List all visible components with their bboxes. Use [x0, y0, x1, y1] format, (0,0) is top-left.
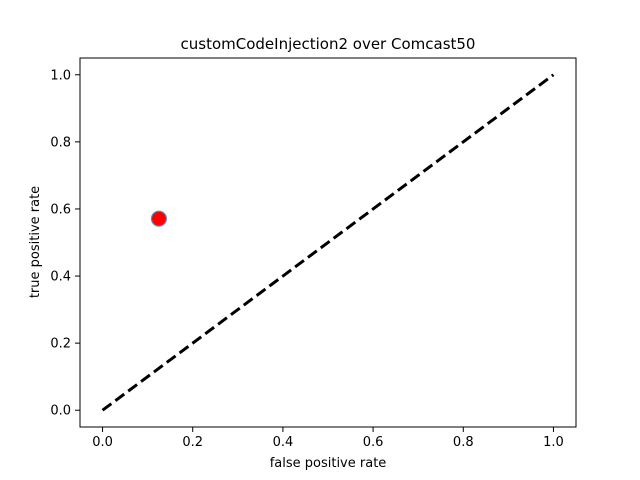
x-tick-label: 0.4	[273, 435, 294, 450]
y-axis-label: true positive rate	[28, 186, 43, 298]
x-tick-label: 0.8	[453, 435, 474, 450]
diagonal-reference-line	[101, 73, 555, 412]
y-axis-ticks: 0.0 0.2 0.4 0.6 0.8 1.0	[50, 68, 80, 419]
chart-title: customCodeInjection2 over Comcast50	[181, 35, 476, 53]
y-tick-label: 1.0	[50, 68, 71, 83]
y-tick-label: 0.8	[50, 135, 71, 150]
x-tick-label: 1.0	[543, 435, 564, 450]
y-tick-label: 0.2	[50, 337, 71, 352]
reference-line-layer	[101, 73, 555, 412]
x-tick-label: 0.0	[92, 435, 113, 450]
data-point-0	[150, 210, 168, 227]
y-tick-label: 0.4	[50, 270, 71, 285]
plot-frame	[79, 57, 577, 428]
x-tick-label: 0.6	[363, 435, 384, 450]
x-axis-ticks: 0.0 0.2 0.4 0.6 0.8 1.0	[92, 427, 564, 450]
y-tick-label: 0.6	[50, 202, 71, 217]
y-tick-label: 0.0	[50, 404, 71, 419]
points-layer	[150, 210, 168, 227]
x-tick-label: 0.2	[182, 435, 203, 450]
x-axis-label: false positive rate	[270, 456, 387, 471]
